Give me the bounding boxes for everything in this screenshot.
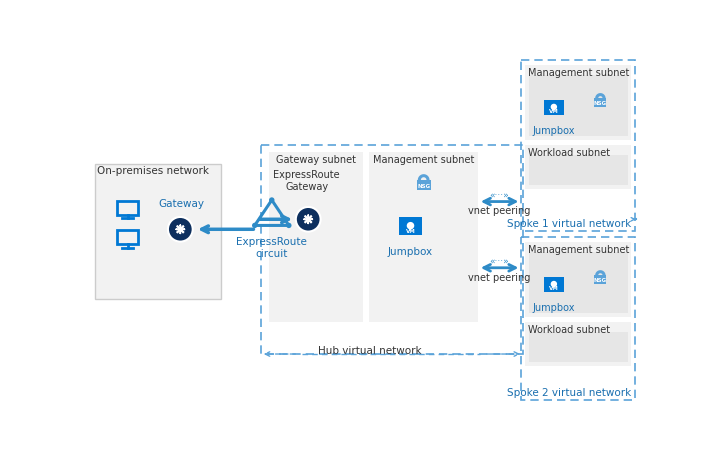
Bar	[525, 323, 631, 367]
Text: Management subnet: Management subnet	[373, 155, 474, 164]
Bar	[117, 231, 138, 244]
Text: ExpressRoute
circuit: ExpressRoute circuit	[236, 237, 307, 258]
Text: VM: VM	[405, 229, 415, 234]
Text: Gateway subnet: Gateway subnet	[276, 155, 356, 164]
Text: VM: VM	[549, 286, 559, 291]
Circle shape	[252, 223, 257, 228]
Bar	[544, 101, 564, 116]
Circle shape	[286, 223, 292, 228]
Text: Jumpbox: Jumpbox	[533, 302, 575, 312]
Text: vnet peering: vnet peering	[469, 205, 531, 215]
Circle shape	[269, 198, 274, 203]
Circle shape	[550, 105, 557, 111]
Bar	[521, 61, 635, 231]
Text: Workload subnet: Workload subnet	[528, 324, 611, 334]
Text: NSG: NSG	[594, 278, 607, 283]
Text: NSG: NSG	[417, 183, 430, 188]
Circle shape	[407, 222, 415, 230]
Text: Jumpbox: Jumpbox	[388, 247, 433, 257]
Circle shape	[550, 281, 557, 288]
Text: On-premises network: On-premises network	[97, 166, 210, 176]
Bar	[594, 99, 606, 107]
Bar	[529, 252, 628, 313]
Bar	[525, 243, 631, 318]
Bar	[417, 181, 431, 191]
Text: Spoke 1 virtual network: Spoke 1 virtual network	[507, 218, 631, 228]
Bar	[521, 238, 635, 400]
Bar	[529, 156, 628, 186]
Bar	[370, 153, 478, 322]
Bar	[525, 66, 631, 141]
Bar	[529, 76, 628, 137]
Text: NSG: NSG	[594, 101, 607, 106]
Text: Hub virtual network: Hub virtual network	[318, 345, 421, 355]
Bar	[544, 277, 564, 292]
Bar	[269, 153, 363, 322]
Text: Spoke 2 virtual network: Spoke 2 virtual network	[507, 387, 631, 397]
Bar	[529, 333, 628, 363]
Bar	[399, 217, 422, 235]
Circle shape	[168, 217, 193, 242]
Text: Management subnet: Management subnet	[528, 244, 630, 254]
Text: Jumpbox: Jumpbox	[533, 125, 575, 135]
Text: Management subnet: Management subnet	[528, 68, 630, 78]
Text: ExpressRoute
Gateway: ExpressRoute Gateway	[273, 170, 340, 192]
Text: Workload subnet: Workload subnet	[528, 147, 611, 157]
Circle shape	[296, 207, 321, 232]
Bar	[117, 201, 138, 215]
Text: Gateway: Gateway	[159, 198, 205, 208]
Bar	[261, 145, 523, 354]
Text: «···»: «···»	[490, 191, 510, 200]
Bar	[594, 276, 606, 284]
Text: «···»: «···»	[490, 257, 510, 266]
Text: vnet peering: vnet peering	[469, 272, 531, 282]
Bar	[525, 146, 631, 190]
Bar	[95, 164, 221, 299]
Text: VM: VM	[549, 109, 559, 114]
